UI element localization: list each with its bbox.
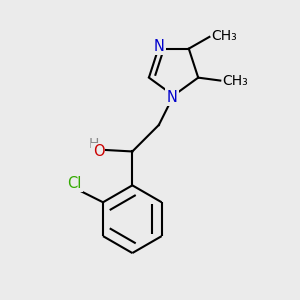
Text: O: O: [93, 144, 104, 159]
Text: Cl: Cl: [68, 176, 82, 191]
Text: H: H: [88, 136, 99, 151]
Text: N: N: [154, 39, 164, 54]
Text: N: N: [167, 89, 178, 104]
Text: CH₃: CH₃: [222, 74, 247, 88]
Text: CH₃: CH₃: [211, 29, 237, 43]
